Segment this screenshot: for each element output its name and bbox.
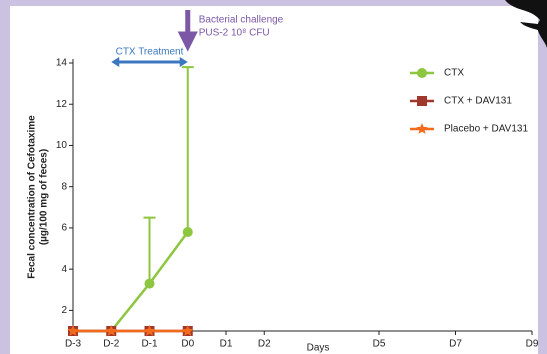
x-tick-label: D7 xyxy=(449,339,462,350)
x-tick-label: D-3 xyxy=(65,339,82,350)
x-tick-label: D2 xyxy=(258,339,271,350)
y-tick-label: 14 xyxy=(56,58,68,69)
x-tick-label: D9 xyxy=(526,339,539,350)
point xyxy=(145,279,155,289)
x-tick-label: D5 xyxy=(373,339,386,350)
point xyxy=(417,68,427,78)
y-axis-title-line: Fecal concentration of Cefotaxime xyxy=(27,115,38,279)
x-tick-label: D-2 xyxy=(103,339,120,350)
legend-label: CTX xyxy=(444,68,464,79)
point xyxy=(417,96,427,106)
challenge-annotation: PUS-2 10⁸ CFU xyxy=(199,28,270,39)
y-tick-label: 10 xyxy=(56,140,68,151)
x-tick-label: D1 xyxy=(220,339,233,350)
y-tick-label: 2 xyxy=(61,305,67,316)
plot-background xyxy=(10,6,538,354)
x-axis-title: Days xyxy=(307,343,330,354)
chart: 2 4 6 8 10 12 14 D-3 D-2 D-1 D0 D1 D2 D5 D7 D9 Days Fecal… xyxy=(0,0,547,354)
y-tick-label: 4 xyxy=(61,264,67,275)
x-tick-label: D0 xyxy=(181,339,194,350)
y-axis-title-line: (µg/100 mg of feces) xyxy=(39,149,50,245)
page: {"chart_data": {"type": "line", "xlabel"… xyxy=(0,0,547,354)
treatment-annotation: CTX Treatment xyxy=(116,47,184,58)
legend-label: Placebo + DAV131 xyxy=(444,124,528,135)
legend-label: CTX + DAV131 xyxy=(444,96,512,107)
y-tick-label: 6 xyxy=(61,223,67,234)
y-tick-label: 8 xyxy=(61,181,67,192)
point xyxy=(183,227,193,237)
x-tick-label: D-1 xyxy=(141,339,158,350)
challenge-annotation: Bacterial challenge xyxy=(199,15,284,26)
y-tick-label: 12 xyxy=(56,99,68,110)
